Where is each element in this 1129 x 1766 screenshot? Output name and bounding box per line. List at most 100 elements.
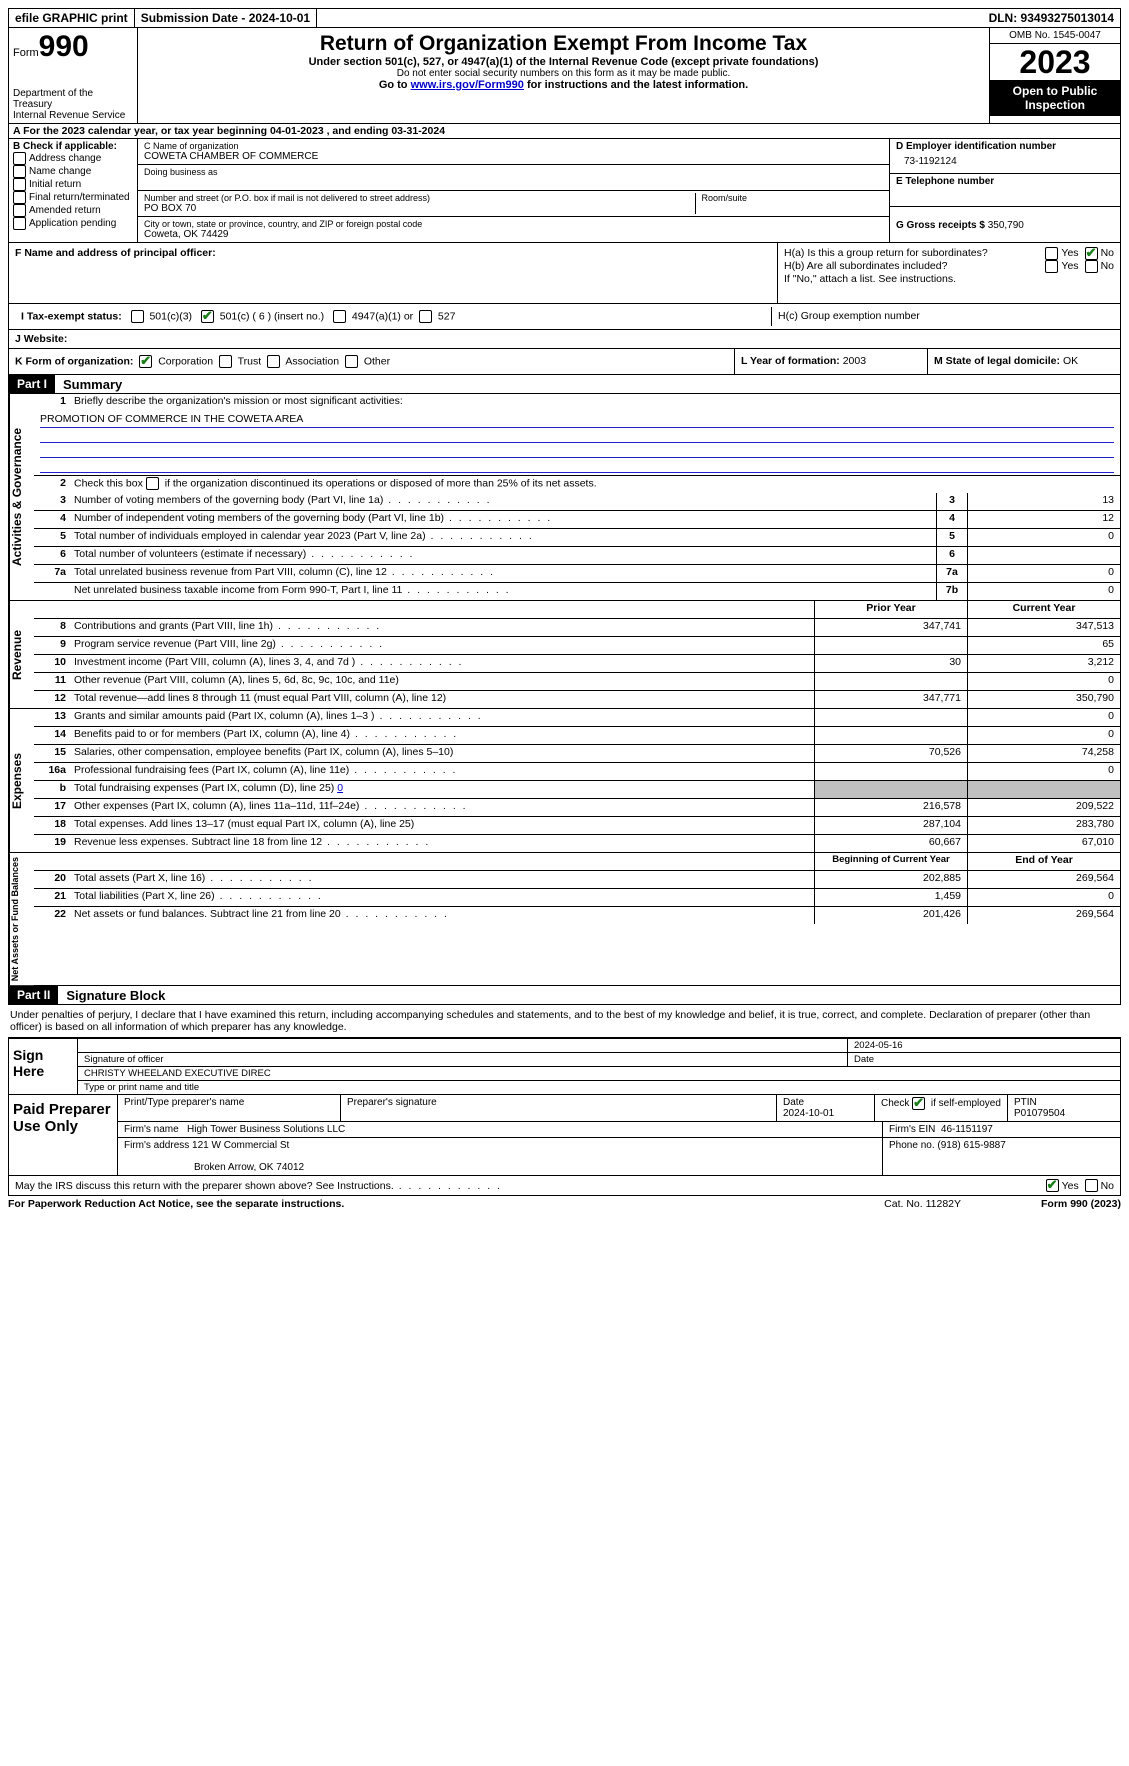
discuss-yes[interactable]	[1046, 1179, 1059, 1192]
p19: 60,667	[814, 835, 967, 852]
p10: 30	[814, 655, 967, 672]
i-501c3[interactable]	[131, 310, 144, 323]
sig-date-lbl: Date	[848, 1053, 1120, 1066]
form-ref: Form 990 (2023)	[1041, 1198, 1121, 1210]
row-fh: F Name and address of principal officer:…	[8, 243, 1121, 304]
checkbox-final-return[interactable]	[13, 191, 26, 204]
gross-receipts: G Gross receipts $ 350,790	[890, 207, 1120, 239]
activities-governance: Activities & Governance 1Briefly describ…	[8, 394, 1121, 601]
ha-label: H(a) Is this a group return for subordin…	[784, 247, 1045, 260]
checkbox-app-pending[interactable]	[13, 217, 26, 230]
omb-number: OMB No. 1545-0047	[990, 28, 1120, 44]
l15: Salaries, other compensation, employee b…	[70, 745, 814, 762]
c15: 74,258	[967, 745, 1120, 762]
dln: DLN: 93493275013014	[983, 9, 1120, 27]
top-bar: efile GRAPHIC print Submission Date - 20…	[8, 8, 1121, 28]
v5: 0	[967, 529, 1120, 546]
state-domicile: M State of legal domicile: OK	[927, 349, 1120, 374]
k-assoc[interactable]	[267, 355, 280, 368]
v6	[967, 547, 1120, 564]
l4: Number of independent voting members of …	[70, 511, 936, 528]
l13: Grants and similar amounts paid (Part IX…	[70, 709, 814, 726]
form-subtitle: Under section 501(c), 527, or 4947(a)(1)…	[142, 56, 985, 68]
i-501c[interactable]	[201, 310, 214, 323]
row-i-hc: I Tax-exempt status: 501(c)(3) 501(c) ( …	[8, 304, 1121, 330]
prep-date: Date2024-10-01	[777, 1095, 875, 1121]
c10: 3,212	[967, 655, 1120, 672]
v3: 13	[967, 493, 1120, 510]
c21: 0	[967, 889, 1120, 906]
form-header: Form990 Department of the Treasury Inter…	[8, 28, 1121, 124]
p21: 1,459	[814, 889, 967, 906]
l16a: Professional fundraising fees (Part IX, …	[70, 763, 814, 780]
ha-no[interactable]	[1085, 247, 1098, 260]
l2: Check this box if the organization disco…	[70, 476, 1120, 493]
cat-no: Cat. No. 11282Y	[884, 1198, 961, 1210]
checkbox-initial-return[interactable]	[13, 178, 26, 191]
checkbox-amended[interactable]	[13, 204, 26, 217]
c11: 0	[967, 673, 1120, 690]
hdr-prior: Prior Year	[814, 601, 967, 618]
self-emp-check[interactable]	[912, 1097, 925, 1110]
irs-link[interactable]: www.irs.gov/Form990	[411, 79, 524, 91]
sign-here-label: Sign Here	[9, 1039, 78, 1094]
group-return: H(a) Is this a group return for subordin…	[777, 243, 1120, 303]
side-na: Net Assets or Fund Balances	[9, 853, 34, 985]
l16b-link[interactable]: 0	[337, 782, 343, 794]
p8: 347,741	[814, 619, 967, 636]
c8: 347,513	[967, 619, 1120, 636]
ha-yes[interactable]	[1045, 247, 1058, 260]
firm-phone: Phone no. (918) 615-9887	[883, 1138, 1120, 1175]
v4: 12	[967, 511, 1120, 528]
checkbox-address-change[interactable]	[13, 152, 26, 165]
form-title: Return of Organization Exempt From Incom…	[142, 32, 985, 56]
ssn-warning: Do not enter social security numbers on …	[142, 68, 985, 79]
hb-no[interactable]	[1085, 260, 1098, 273]
sign-here-block: Sign Here 2024-05-16 Signature of office…	[8, 1037, 1121, 1095]
hdr-curr: Current Year	[967, 601, 1120, 618]
form-of-org: K Form of organization: Corporation Trus…	[9, 349, 734, 374]
org-name-cell: C Name of organization COWETA CHAMBER OF…	[138, 139, 889, 165]
entity-block: B Check if applicable: Address change Na…	[8, 139, 1121, 243]
firm-name: Firm's name High Tower Business Solution…	[118, 1122, 883, 1137]
phone-cell: E Telephone number	[890, 174, 1120, 207]
part2-header: Part II Signature Block	[8, 986, 1121, 1005]
l14: Benefits paid to or for members (Part IX…	[70, 727, 814, 744]
k-corp[interactable]	[139, 355, 152, 368]
l22: Net assets or fund balances. Subtract li…	[70, 907, 814, 924]
prep-selfemp: Check if self-employed	[875, 1095, 1008, 1121]
paid-preparer-label: Paid Preparer Use Only	[9, 1095, 118, 1175]
v7a: 0	[967, 565, 1120, 582]
hb-note: If "No," attach a list. See instructions…	[784, 273, 1114, 285]
goto-line: Go to www.irs.gov/Form990 for instructio…	[142, 79, 985, 91]
hb-label: H(b) Are all subordinates included?	[784, 260, 1045, 273]
k-other[interactable]	[345, 355, 358, 368]
firm-ein: Firm's EIN 46-1151197	[883, 1122, 1120, 1137]
mission: PROMOTION OF COMMERCE IN THE COWETA AREA	[34, 411, 1120, 475]
c16a: 0	[967, 763, 1120, 780]
p17: 216,578	[814, 799, 967, 816]
l6: Total number of volunteers (estimate if …	[70, 547, 936, 564]
c9: 65	[967, 637, 1120, 654]
l2-checkbox[interactable]	[146, 477, 159, 490]
p11	[814, 673, 967, 690]
prep-sig-lbl: Preparer's signature	[341, 1095, 777, 1121]
p9	[814, 637, 967, 654]
c22: 269,564	[967, 907, 1120, 924]
i-4947[interactable]	[333, 310, 346, 323]
k-trust[interactable]	[219, 355, 232, 368]
ein-cell: D Employer identification number 73-1192…	[890, 139, 1120, 174]
hb-yes[interactable]	[1045, 260, 1058, 273]
address-row: Number and street (or P.O. box if mail i…	[138, 191, 889, 217]
p15: 70,526	[814, 745, 967, 762]
c17: 209,522	[967, 799, 1120, 816]
col-b: B Check if applicable: Address change Na…	[9, 139, 138, 242]
checkbox-name-change[interactable]	[13, 165, 26, 178]
net-assets-section: Net Assets or Fund Balances Beginning of…	[8, 853, 1121, 986]
efile-label: efile GRAPHIC print	[9, 9, 135, 27]
v7b: 0	[967, 583, 1120, 600]
p18: 287,104	[814, 817, 967, 834]
firm-address: Firm's address 121 W Commercial StBroken…	[118, 1138, 883, 1175]
discuss-no[interactable]	[1085, 1179, 1098, 1192]
i-527[interactable]	[419, 310, 432, 323]
